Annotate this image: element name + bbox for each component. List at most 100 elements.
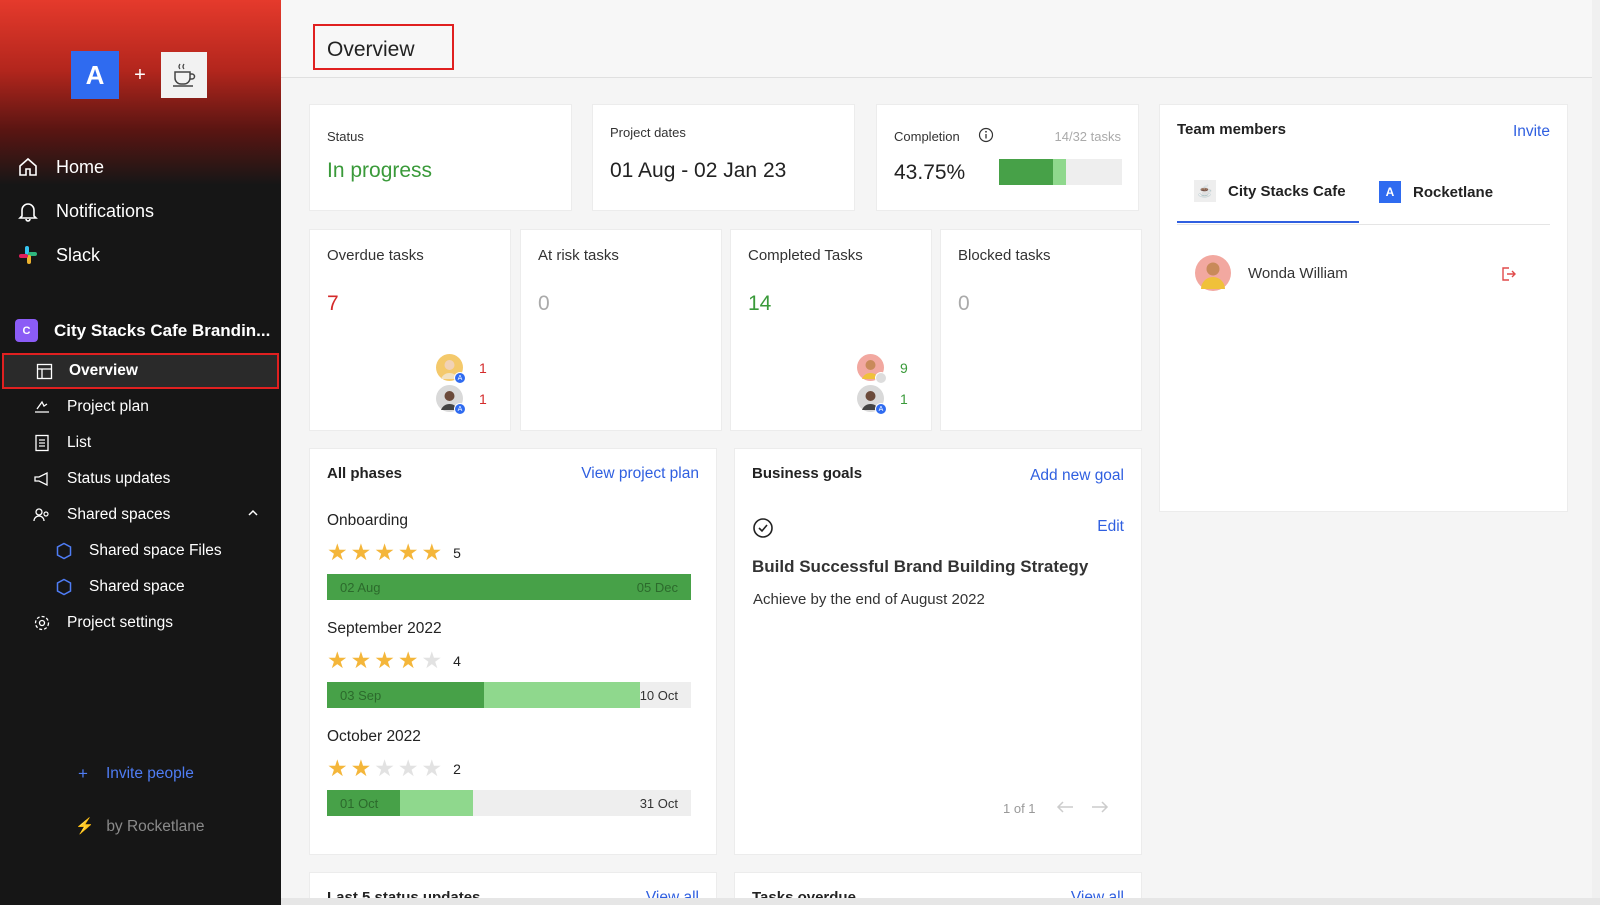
team-member-row[interactable]: Wonda William (1195, 255, 1348, 291)
goal-title: Build Successful Brand Building Strategy (752, 557, 1089, 576)
phase-timeline-bar: 01 Oct 31 Oct (327, 790, 691, 816)
cafe-logo (161, 52, 207, 98)
nav-slack-label: Slack (56, 244, 101, 265)
subnav-shared-spaces[interactable]: Shared spaces (0, 497, 281, 533)
completed-tasks-card[interactable]: Completed Tasks 14 9 A 1 (730, 229, 932, 431)
completed-assignee-row: 9 (857, 354, 908, 384)
team-members-title: Team members (1177, 121, 1286, 138)
hexagon-icon (55, 578, 73, 596)
bolt-icon: ⚡ (75, 818, 95, 835)
megaphone-icon (33, 470, 51, 488)
overdue-count-2: 1 (479, 390, 487, 407)
completed-count-1: 9 (900, 359, 908, 376)
star-icon: ★ (397, 539, 419, 565)
invite-people-label: Invite people (105, 765, 194, 782)
phase-timeline-bar: 03 Sep 10 Oct (327, 682, 691, 708)
completed-count-2: 1 (900, 390, 908, 407)
project-header[interactable]: C City Stacks Cafe Brandin... (15, 319, 273, 342)
phase-start-date: 02 Aug (340, 580, 381, 595)
at-risk-tasks-card[interactable]: At risk tasks 0 (520, 229, 722, 431)
nav-home[interactable]: Home (16, 145, 281, 189)
chevron-up-icon[interactable] (247, 506, 259, 524)
invite-people-button[interactable]: + Invite people (78, 764, 194, 784)
status-card: Status In progress (309, 104, 572, 211)
phase-name: September 2022 (327, 620, 442, 637)
phase-end-date: 05 Dec (636, 580, 678, 595)
logo-group: A + (71, 51, 207, 99)
project-dates-label: Project dates (610, 125, 686, 140)
remove-member-icon[interactable] (1499, 265, 1517, 288)
rocketlane-mini-badge: A (875, 403, 887, 415)
completed-assignee-row: A 1 (857, 385, 908, 415)
project-dates-card: Project dates 01 Aug - 02 Jan 23 (592, 104, 855, 211)
phase-done-fill (327, 790, 400, 816)
subnav-project-plan[interactable]: Project plan (0, 389, 281, 425)
completion-card: Completion 14/32 tasks 43.75% (876, 104, 1139, 211)
nav-slack[interactable]: Slack (16, 233, 281, 277)
avatar (857, 354, 887, 384)
phase-light-fill (483, 682, 641, 708)
tab-rocketlane[interactable]: A Rocketlane (1379, 161, 1493, 223)
star-icon: ★ (397, 755, 419, 781)
star-icon: ★ (350, 539, 372, 565)
subnav-project-settings-label: Project settings (67, 614, 173, 631)
horizontal-scrollbar[interactable] (281, 898, 1600, 905)
overdue-assignee-row: A 1 (436, 354, 487, 384)
all-phases-card: All phases View project plan Onboarding … (309, 448, 717, 855)
phase-rating-value: 5 (453, 544, 461, 561)
invite-link[interactable]: Invite (1512, 123, 1550, 140)
check-circle-icon[interactable] (752, 517, 774, 544)
subnav-project-plan-label: Project plan (67, 398, 149, 415)
nav-notifications[interactable]: Notifications (16, 189, 281, 233)
add-new-goal-link[interactable]: Add new goal (1030, 467, 1124, 484)
project-badge: C (15, 319, 38, 342)
by-rocketlane: ⚡ by Rocketlane (75, 817, 205, 836)
arrow-left-icon[interactable] (1055, 799, 1075, 820)
blocked-tasks-label: Blocked tasks (958, 247, 1051, 264)
star-icon: ★ (327, 755, 348, 781)
subnav-shared-space-files-label: Shared space Files (89, 542, 222, 559)
main-content: Overview Status In progress Project date… (281, 0, 1600, 905)
overview-icon (35, 362, 53, 380)
completion-value: 43.75% (894, 161, 966, 184)
overdue-tasks-card[interactable]: Overdue tasks 7 A 1 A 1 (309, 229, 511, 431)
star-icon: ★ (374, 755, 395, 781)
cafe-mini-badge (875, 372, 887, 384)
overdue-assignee-row: A 1 (436, 385, 487, 415)
avatar: A (436, 354, 466, 384)
info-icon[interactable] (978, 127, 994, 148)
star-icon: ★ (350, 647, 372, 673)
bell-icon (16, 199, 40, 223)
plus-icon: + (78, 764, 88, 783)
all-phases-title: All phases (327, 465, 403, 482)
star-icon: ★ (421, 647, 443, 673)
completion-label: Completion (894, 129, 960, 144)
phase-start-date: 03 Sep (340, 688, 382, 703)
subnav-shared-space-files[interactable]: Shared space Files (0, 533, 281, 569)
subnav-shared-spaces-label: Shared spaces (67, 506, 171, 523)
subnav-overview[interactable]: Overview (2, 353, 279, 389)
view-project-plan-link[interactable]: View project plan (581, 465, 699, 482)
business-goals-title: Business goals (752, 465, 863, 482)
by-rocketlane-label: by Rocketlane (106, 817, 205, 835)
tab-city-stacks-cafe[interactable]: ☕ City Stacks Cafe (1177, 161, 1359, 223)
plan-icon (33, 398, 51, 416)
scrollbar[interactable] (1592, 0, 1600, 905)
project-name: City Stacks Cafe Brandin... (54, 320, 271, 340)
page-title: Overview (313, 24, 454, 70)
star-icon: ★ (397, 647, 419, 673)
overdue-tasks-value: 7 (327, 292, 339, 315)
edit-goal-link[interactable]: Edit (1097, 518, 1124, 535)
blocked-tasks-card[interactable]: Blocked tasks 0 (940, 229, 1142, 431)
arrow-right-icon[interactable] (1090, 799, 1110, 820)
phase-rating: ★ ★ ★ ★ ★ 4 (327, 649, 461, 672)
subnav-list[interactable]: List (0, 425, 281, 461)
subnav-project-settings[interactable]: Project settings (0, 605, 281, 641)
star-icon: ★ (327, 647, 348, 673)
phase-end-date: 10 Oct (639, 688, 678, 703)
subnav-status-updates[interactable]: Status updates (0, 461, 281, 497)
page-header: Overview (281, 0, 1600, 78)
home-icon (16, 155, 40, 179)
subnav-shared-space[interactable]: Shared space (0, 569, 281, 605)
rocketlane-logo-icon: A (1379, 181, 1401, 203)
